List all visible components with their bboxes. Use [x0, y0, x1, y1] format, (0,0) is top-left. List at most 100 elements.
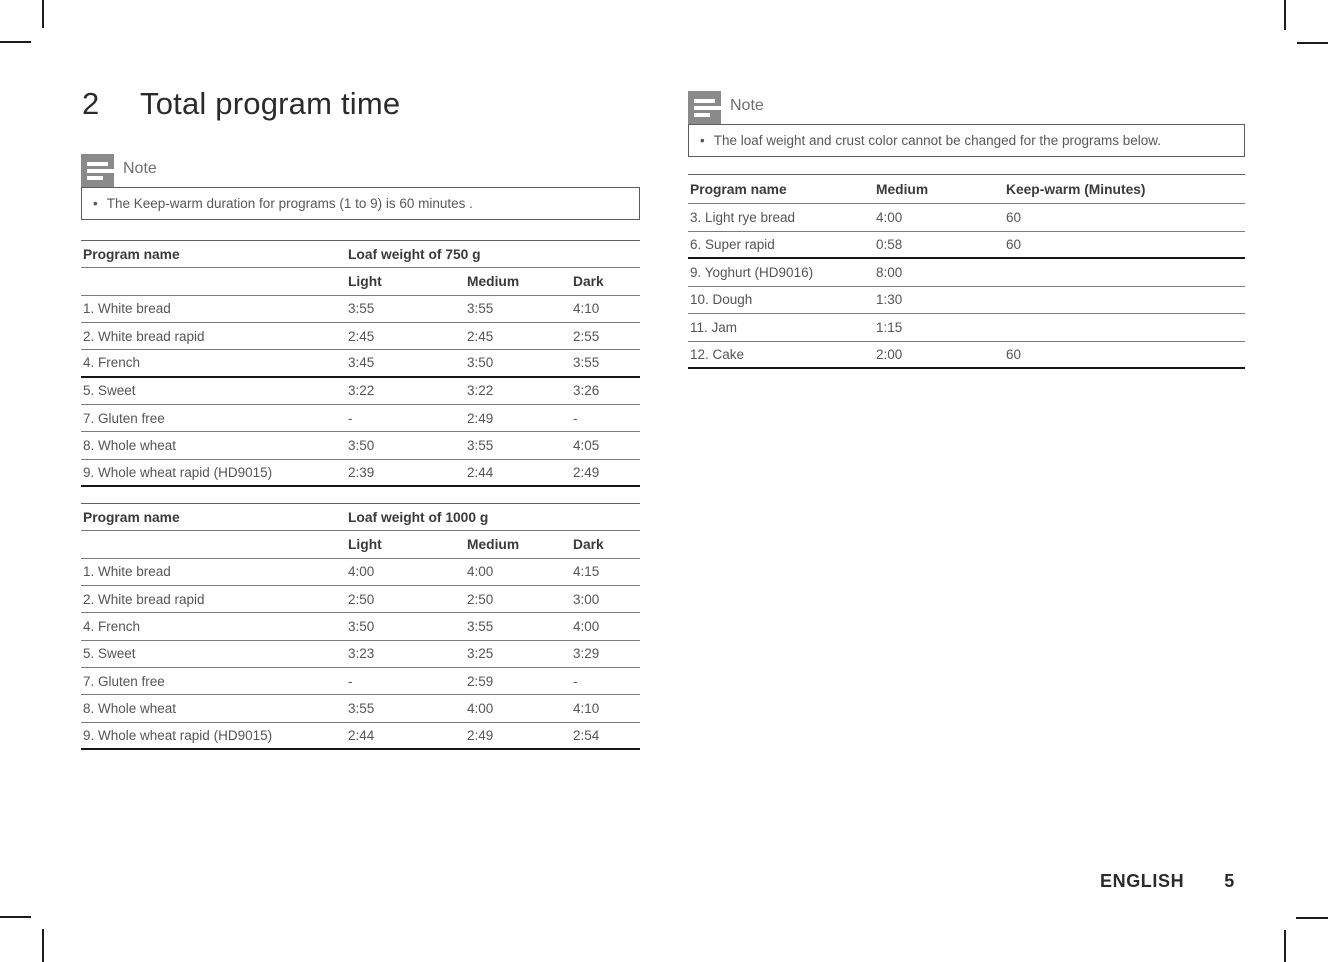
time-cell: 1:15: [876, 319, 903, 335]
table-row: 9. Whole wheat rapid (HD9015) 2:39 2:44 …: [81, 460, 640, 487]
table-subheader-row: Light Medium Dark: [81, 268, 640, 296]
program-name-cell: 1. White bread: [83, 564, 171, 580]
time-cell: 2:39: [348, 464, 375, 480]
footer-language: ENGLISH: [1100, 871, 1185, 891]
time-cell: 2:55: [573, 328, 600, 344]
time-cell: 4:00: [467, 700, 494, 716]
table-header-row: Program name Loaf weight of 750 g: [81, 241, 640, 269]
note-icon-bar: [694, 99, 715, 103]
table-keep-warm: Program name Medium Keep-warm (Minutes) …: [688, 174, 1245, 369]
column-header: Light: [348, 273, 382, 289]
time-cell: 3:26: [573, 383, 600, 399]
time-cell: -: [348, 410, 353, 426]
crop-mark-top-left-vertical: [42, 0, 44, 28]
bullet: •: [93, 196, 98, 211]
column-header: Program name: [690, 181, 787, 197]
program-name-cell: 2. White bread rapid: [83, 591, 205, 607]
program-name-cell: 6. Super rapid: [690, 236, 775, 252]
crop-mark-top-left-horizontal: [0, 41, 31, 43]
program-name-cell: 9. Yoghurt (HD9016): [690, 264, 814, 280]
note-label: Note: [123, 160, 157, 177]
time-cell: 3:29: [573, 646, 600, 662]
program-name-cell: 1. White bread: [83, 301, 171, 317]
table-row: 8. Whole wheat 3:50 3:55 4:05: [81, 432, 640, 460]
time-cell: 4:05: [573, 437, 600, 453]
program-name-cell: 3. Light rye bread: [690, 209, 796, 225]
time-cell: 3:50: [348, 437, 375, 453]
program-name-cell: 4. French: [83, 618, 141, 634]
time-cell: 3:00: [573, 591, 600, 607]
table-row: 7. Gluten free - 2:59 -: [81, 668, 640, 696]
time-cell: 3:50: [348, 618, 375, 634]
time-cell: 4:00: [573, 618, 600, 634]
column-header: Dark: [573, 536, 604, 552]
program-name-cell: 9. Whole wheat rapid (HD9015): [83, 727, 273, 743]
time-cell: 0:58: [876, 236, 903, 252]
time-cell: 3:55: [467, 437, 494, 453]
program-name-cell: 5. Sweet: [83, 646, 136, 662]
crop-mark-bottom-left-horizontal: [0, 916, 31, 918]
crop-mark-bottom-right-vertical: [1284, 930, 1286, 962]
time-cell: 3:50: [467, 355, 494, 371]
time-cell: -: [573, 673, 578, 689]
time-cell: 3:55: [467, 618, 494, 634]
table-row: 4. French 3:45 3:50 3:55: [81, 350, 640, 378]
time-cell: 2:54: [573, 727, 600, 743]
table-row: 2. White bread rapid 2:50 2:50 3:00: [81, 586, 640, 614]
program-name-cell: 9. Whole wheat rapid (HD9015): [83, 464, 273, 480]
note-icon-bar: [87, 162, 108, 166]
page-footer: ENGLISH 5: [1100, 871, 1235, 892]
time-cell: 3:55: [348, 700, 375, 716]
time-cell: -: [573, 410, 578, 426]
note-label: Note: [730, 97, 764, 114]
note-icon-bar: [694, 113, 710, 117]
note-text: The loaf weight and crust color cannot b…: [713, 133, 1162, 148]
note-box-right: • The loaf weight and crust color cannot…: [688, 124, 1245, 157]
time-cell: 2:49: [467, 410, 494, 426]
time-cell: 3:25: [467, 646, 494, 662]
time-cell: 4:00: [876, 209, 903, 225]
time-cell: 2:50: [467, 591, 494, 607]
column-header: Medium: [467, 536, 520, 552]
note-text: The Keep-warm duration for programs (1 t…: [106, 196, 473, 211]
note-lines-icon: [688, 91, 721, 124]
note-icon-bar: [694, 106, 721, 110]
time-cell: 3:45: [348, 355, 375, 371]
time-cell: 1:30: [876, 292, 903, 308]
time-cell: 2:44: [467, 464, 494, 480]
time-cell: 4:10: [573, 700, 600, 716]
program-name-cell: 7. Gluten free: [83, 410, 165, 426]
time-cell: 2:59: [467, 673, 494, 689]
time-cell: 2:45: [348, 328, 375, 344]
time-cell: 8:00: [876, 264, 903, 280]
program-name-cell: 5. Sweet: [83, 383, 136, 399]
time-cell: -: [348, 673, 353, 689]
time-cell: 3:55: [467, 301, 494, 317]
time-cell: 2:50: [348, 591, 375, 607]
time-cell: 3:55: [348, 301, 375, 317]
table-row: 5. Sweet 3:23 3:25 3:29: [81, 641, 640, 668]
column-header: Program name: [83, 246, 180, 262]
crop-mark-bottom-left-vertical: [42, 929, 44, 962]
bullet: •: [700, 133, 705, 148]
table-row: 10. Dough 1:30: [688, 287, 1245, 314]
note-icon-bar: [87, 176, 103, 180]
section-title: Total program time: [140, 86, 401, 121]
program-name-cell: 4. French: [83, 355, 141, 371]
time-cell: 2:49: [573, 464, 600, 480]
column-header: Dark: [573, 273, 604, 289]
table-row: 4. French 3:50 3:55 4:00: [81, 613, 640, 641]
table-row: 1. White bread 3:55 3:55 4:10: [81, 296, 640, 323]
column-header: Loaf weight of 1000 g: [348, 509, 489, 525]
table-row: 2. White bread rapid 2:45 2:45 2:55: [81, 323, 640, 351]
crop-mark-top-right-horizontal: [1297, 42, 1328, 44]
table-row: 1. White bread 4:00 4:00 4:15: [81, 559, 640, 586]
table-row: 3. Light rye bread 4:00 60: [688, 204, 1245, 232]
program-name-cell: 8. Whole wheat: [83, 437, 177, 453]
section-number: 2: [82, 86, 100, 121]
time-cell: 4:00: [348, 564, 375, 580]
table-750g: Program name Loaf weight of 750 g Light …: [81, 240, 640, 487]
column-header: Program name: [83, 509, 180, 525]
table-1000g: Program name Loaf weight of 1000 g Light…: [81, 503, 640, 750]
